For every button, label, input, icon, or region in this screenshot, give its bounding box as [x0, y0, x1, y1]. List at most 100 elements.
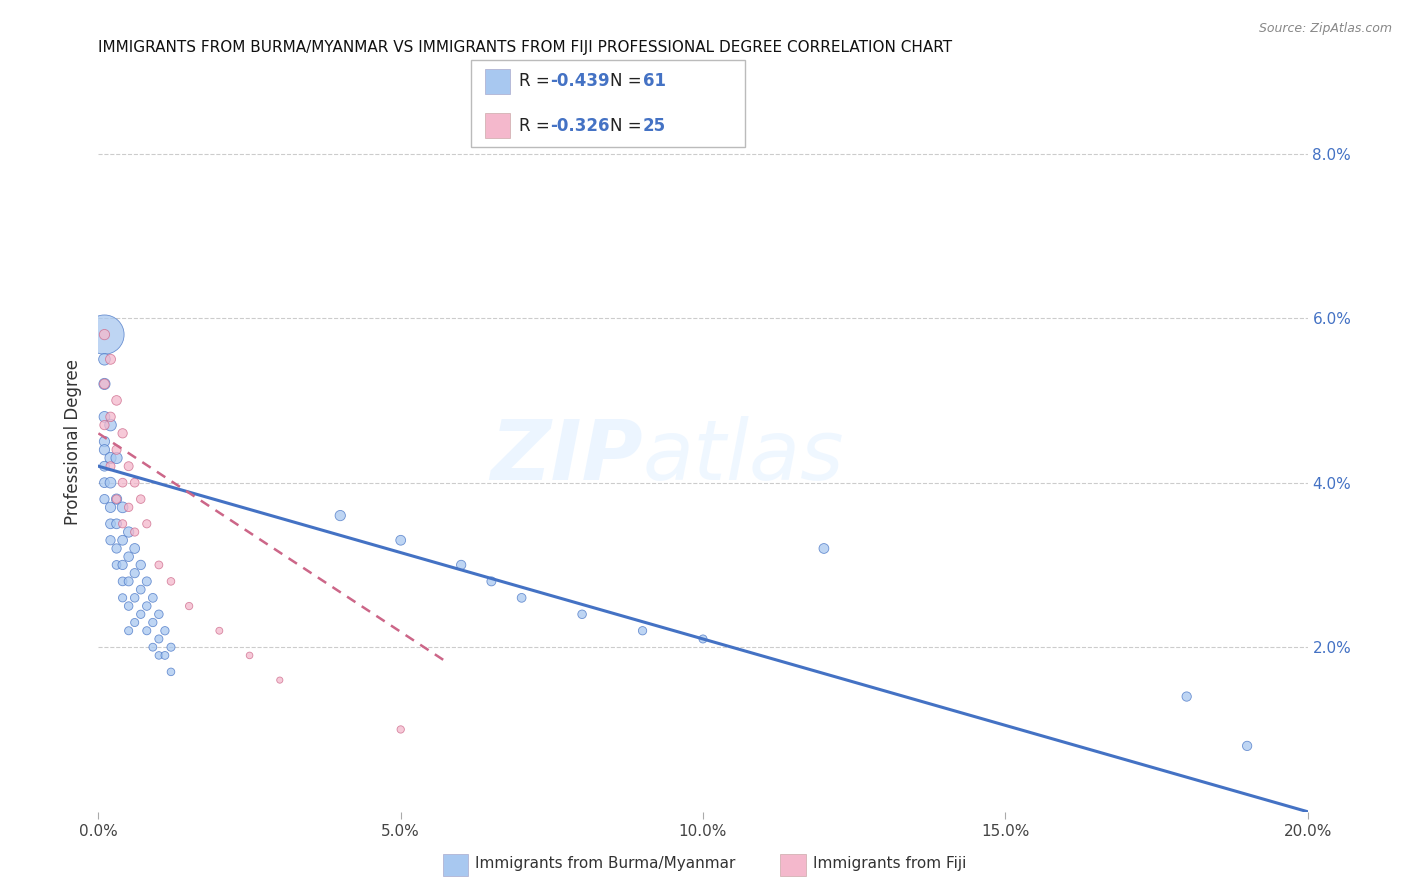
Point	[239, 648, 262, 663]
Point	[124, 566, 146, 581]
Text: -0.326: -0.326	[550, 117, 609, 135]
Point	[93, 327, 115, 342]
Point	[105, 516, 128, 531]
Point	[111, 533, 134, 548]
Text: R =: R =	[519, 117, 555, 135]
Point	[100, 500, 122, 515]
Point	[93, 376, 115, 391]
Point	[389, 723, 412, 737]
Text: N =: N =	[610, 117, 647, 135]
Point	[329, 508, 352, 523]
Point	[93, 376, 115, 391]
Point	[111, 475, 134, 490]
Point	[124, 475, 146, 490]
Point	[118, 459, 141, 474]
Point	[135, 574, 157, 589]
Point	[129, 582, 152, 597]
Point	[118, 574, 141, 589]
Point	[118, 500, 141, 515]
Point	[100, 516, 122, 531]
Point	[111, 426, 134, 441]
Point	[93, 442, 115, 457]
Point	[153, 624, 176, 638]
Point	[93, 475, 115, 490]
Point	[129, 558, 152, 572]
Point	[124, 524, 146, 539]
Point	[100, 450, 122, 465]
Point	[631, 624, 654, 638]
Point	[105, 558, 128, 572]
Point	[692, 632, 714, 646]
Point	[142, 615, 165, 630]
Point	[135, 516, 157, 531]
Point	[135, 599, 157, 613]
Point	[179, 599, 201, 613]
Point	[118, 599, 141, 613]
Point	[100, 352, 122, 367]
Point	[118, 524, 141, 539]
Point	[160, 574, 183, 589]
Text: -0.439: -0.439	[550, 72, 609, 90]
Point	[481, 574, 503, 589]
Point	[142, 591, 165, 605]
Point	[93, 492, 115, 507]
Point	[124, 541, 146, 556]
Point	[100, 409, 122, 424]
Point	[111, 558, 134, 572]
Point	[148, 632, 170, 646]
Point	[100, 418, 122, 433]
Point	[129, 492, 152, 507]
Point	[93, 327, 115, 342]
Point	[93, 434, 115, 449]
Point	[124, 591, 146, 605]
Point	[111, 516, 134, 531]
Text: N =: N =	[610, 72, 647, 90]
Point	[1236, 739, 1258, 753]
Text: Immigrants from Fiji: Immigrants from Fiji	[813, 856, 966, 871]
Point	[148, 558, 170, 572]
Point	[153, 648, 176, 663]
Point	[93, 418, 115, 433]
Point	[105, 450, 128, 465]
Point	[111, 591, 134, 605]
Point	[93, 459, 115, 474]
Point	[93, 352, 115, 367]
Point	[118, 624, 141, 638]
Point	[111, 574, 134, 589]
Point	[100, 533, 122, 548]
Point	[160, 640, 183, 655]
Text: 25: 25	[643, 117, 665, 135]
Point	[510, 591, 533, 605]
Point	[450, 558, 472, 572]
Point	[100, 475, 122, 490]
Y-axis label: Professional Degree: Professional Degree	[65, 359, 83, 524]
Point	[389, 533, 412, 548]
Point	[1175, 690, 1198, 704]
Text: Immigrants from Burma/Myanmar: Immigrants from Burma/Myanmar	[475, 856, 735, 871]
Point	[118, 549, 141, 564]
Point	[813, 541, 835, 556]
Text: IMMIGRANTS FROM BURMA/MYANMAR VS IMMIGRANTS FROM FIJI PROFESSIONAL DEGREE CORREL: IMMIGRANTS FROM BURMA/MYANMAR VS IMMIGRA…	[98, 40, 952, 55]
Text: 61: 61	[643, 72, 665, 90]
Point	[105, 492, 128, 507]
Point	[111, 500, 134, 515]
Point	[93, 409, 115, 424]
Point	[124, 615, 146, 630]
Point	[269, 673, 291, 687]
Text: ZIP: ZIP	[489, 416, 643, 497]
Text: R =: R =	[519, 72, 555, 90]
Point	[148, 648, 170, 663]
Point	[160, 665, 183, 679]
Point	[571, 607, 593, 622]
Text: Source: ZipAtlas.com: Source: ZipAtlas.com	[1258, 22, 1392, 36]
Point	[208, 624, 231, 638]
Point	[105, 393, 128, 408]
Point	[142, 640, 165, 655]
Point	[105, 442, 128, 457]
Point	[135, 624, 157, 638]
Point	[105, 492, 128, 507]
Text: atlas: atlas	[643, 416, 844, 497]
Point	[129, 607, 152, 622]
Point	[148, 607, 170, 622]
Point	[105, 541, 128, 556]
